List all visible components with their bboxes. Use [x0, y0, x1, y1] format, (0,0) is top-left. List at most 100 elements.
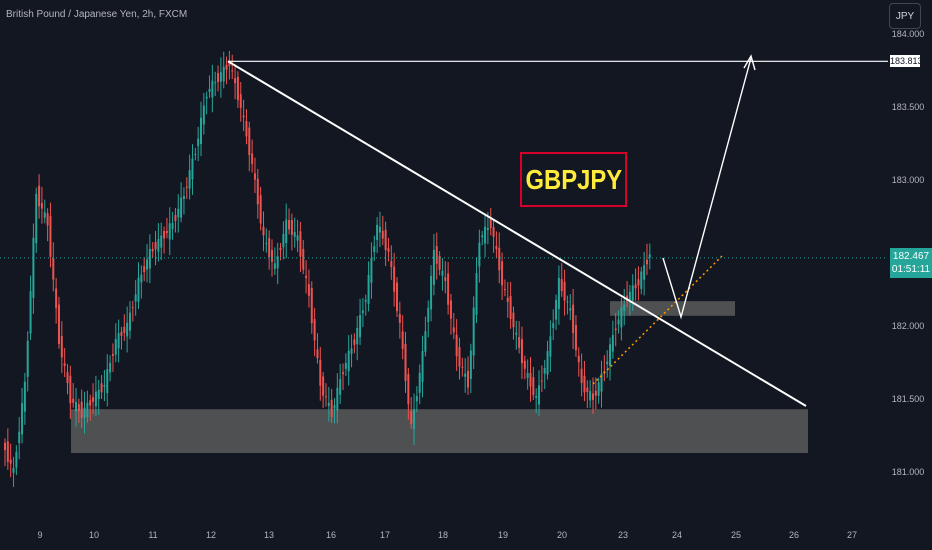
candlestick-series — [4, 50, 651, 487]
candle-body — [350, 348, 353, 354]
candle-body — [577, 355, 580, 363]
candle-body — [387, 248, 390, 252]
price-tick-label: 183.000 — [892, 175, 925, 185]
symbol-title: British Pound / Japanese Yen, 2h, FXCM — [6, 9, 188, 20]
candle-body — [484, 226, 487, 244]
candle-body — [543, 367, 546, 374]
candle-body — [217, 73, 220, 82]
candle-body — [384, 229, 387, 251]
candle-body — [628, 291, 631, 300]
candle-body — [555, 300, 558, 320]
candle-body — [111, 353, 114, 356]
descending-trendline — [227, 60, 807, 407]
candle-body — [299, 231, 302, 257]
candle-body — [381, 230, 384, 239]
candle-body — [29, 291, 32, 334]
candle-body — [560, 279, 563, 292]
candle-body — [447, 273, 450, 305]
time-axis[interactable]: 9 10 11 12 13 16 17 18 19 20 23 24 25 26 27 — [37, 530, 857, 540]
candle-body — [305, 275, 308, 279]
candle-body — [182, 196, 185, 199]
candle-body — [276, 256, 279, 269]
candle-body — [316, 349, 319, 359]
time-tick-label: 20 — [557, 530, 567, 540]
candle-body — [60, 336, 63, 358]
candle-body — [418, 372, 421, 393]
candle-body — [310, 288, 313, 324]
candle-body — [66, 372, 69, 384]
candle-body — [339, 379, 342, 395]
candle-body — [421, 350, 424, 382]
candle-body — [424, 331, 427, 352]
candle-body — [407, 373, 410, 405]
time-tick-label: 12 — [206, 530, 216, 540]
candle-body — [288, 220, 291, 230]
price-tick-label: 183.500 — [892, 102, 925, 112]
candle-body — [256, 178, 259, 205]
candle-body — [535, 395, 538, 398]
candle-body — [486, 227, 489, 231]
candle-body — [606, 361, 609, 365]
candle-body — [367, 275, 370, 304]
time-tick-label: 17 — [380, 530, 390, 540]
price-tick-label: 181.500 — [892, 394, 925, 404]
candle-body — [552, 323, 555, 329]
candle-body — [634, 284, 637, 289]
candle-body — [353, 339, 356, 345]
candle-body — [273, 263, 276, 269]
candle-body — [35, 193, 38, 244]
candle-body — [282, 233, 285, 248]
time-tick-label: 10 — [89, 530, 99, 540]
candle-body — [435, 246, 438, 264]
candle-body — [239, 94, 242, 108]
demand-zone — [71, 409, 808, 454]
candle-body — [117, 333, 120, 349]
candle-body — [251, 153, 254, 165]
candle-body — [163, 231, 166, 239]
candle-body — [574, 324, 577, 351]
candle-body — [231, 70, 234, 72]
candle-body — [94, 391, 97, 407]
time-tick-label: 18 — [438, 530, 448, 540]
currency-badge[interactable]: JPY — [889, 3, 921, 29]
candle-body — [285, 219, 288, 244]
current-price-tag: 182.467 01:51:11 — [890, 248, 932, 278]
candle-body — [72, 398, 75, 403]
candle-body — [455, 334, 458, 357]
candle-body — [623, 304, 626, 311]
candle-body — [171, 223, 174, 230]
candle-body — [458, 347, 461, 367]
candle-body — [520, 339, 523, 364]
candle-body — [80, 401, 83, 418]
candle-body — [586, 387, 589, 392]
candle-body — [591, 393, 594, 400]
candle-body — [538, 385, 541, 405]
projection-path — [662, 57, 752, 320]
candle-body — [92, 397, 95, 402]
candle-body — [313, 319, 316, 341]
candle-body — [410, 411, 413, 424]
candle-body — [648, 254, 651, 258]
pair-annotation-text: GBPJPY — [525, 163, 622, 195]
candle-body — [469, 350, 472, 380]
candle-body — [157, 239, 160, 252]
candle-body — [441, 270, 444, 276]
candle-body — [199, 117, 202, 145]
candle-body — [214, 82, 217, 84]
candle-body — [174, 215, 177, 221]
candle-body — [134, 294, 137, 302]
candle-body — [86, 402, 89, 418]
candle-body — [529, 372, 532, 387]
candle-body — [208, 89, 211, 92]
candle-body — [89, 400, 92, 406]
candle-body — [361, 310, 364, 314]
candle-body — [146, 259, 149, 270]
candle-body — [194, 154, 197, 156]
candle-body — [449, 300, 452, 319]
candle-body — [180, 197, 183, 218]
candle-body — [478, 242, 481, 267]
candle-body — [359, 314, 362, 338]
candle-body — [506, 297, 509, 302]
current-price-value: 182.467 — [892, 251, 930, 262]
